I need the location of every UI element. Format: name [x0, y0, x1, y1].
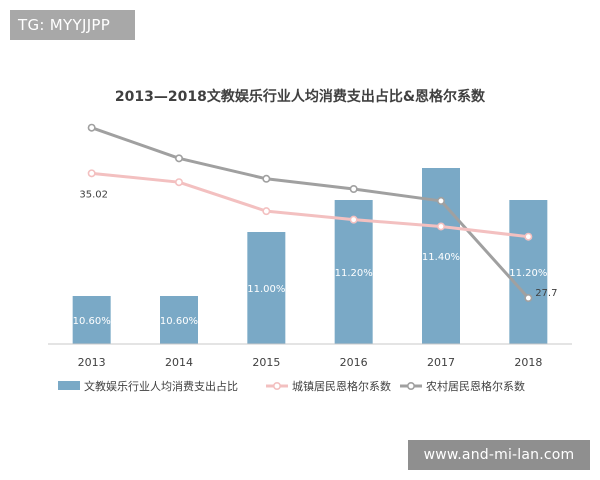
lines-layer: 27.7 35.02 [79, 123, 557, 303]
bar-label-2014: 10.60% [160, 316, 198, 327]
bar-2018 [509, 200, 548, 344]
bar-label-2013: 10.60% [73, 316, 111, 327]
line-point-2-2013 [87, 123, 96, 132]
bar-label-2018: 11.20% [509, 268, 547, 279]
line-point-1-2014 [175, 178, 184, 187]
line-point-1-2015 [262, 207, 271, 216]
line-point-2-2016 [349, 185, 358, 194]
bar-2016 [334, 200, 373, 344]
line-point-2-2018 [524, 294, 533, 303]
x-tick-2017: 2017 [427, 356, 455, 369]
line-point-1-2018 [524, 232, 533, 241]
line-point-1-2016 [349, 215, 358, 224]
bar-label-2015: 11.00% [247, 284, 285, 295]
bar-label-2017: 11.40% [422, 252, 460, 263]
x-tick-2013: 2013 [78, 356, 106, 369]
line-point-2-2015 [262, 174, 271, 183]
x-tick-labels: 2013 2014 2015 2016 2017 2018 [78, 356, 543, 369]
line-point-2-2017 [436, 196, 445, 205]
x-tick-2018: 2018 [514, 356, 542, 369]
legend-label-2: 农村居民恩格尔系数 [426, 379, 525, 393]
legend-label-1: 城镇居民恩格尔系数 [292, 379, 391, 393]
x-tick-2016: 2016 [340, 356, 368, 369]
line-label-2-2018: 27.7 [535, 288, 557, 299]
line-point-2-2014 [175, 154, 184, 163]
line-point-1-2013 [87, 169, 96, 178]
chart-title: 2013—2018文教娱乐行业人均消费支出占比&恩格尔系数 [115, 88, 486, 105]
watermark-top-left: TG: MYYJJPP [10, 10, 135, 40]
line-series-2 [91, 126, 530, 300]
line-label-1-2013: 35.02 [79, 189, 108, 200]
line-series-1 [91, 171, 529, 239]
legend-marker-1 [272, 381, 281, 390]
legend-label-0: 文教娱乐行业人均消费支出占比 [84, 379, 238, 393]
bar-2014 [160, 296, 198, 344]
legend-marker-2 [406, 381, 415, 390]
watermark-bottom-right: www.and-mi-lan.com [408, 440, 590, 470]
bar-2015 [247, 232, 286, 344]
bar-2013 [72, 296, 111, 344]
legend: 文教娱乐行业人均消费支出占比 城镇居民恩格尔系数 农村居民恩格尔系数 [58, 379, 525, 393]
legend-swatch-0 [58, 381, 80, 390]
bars-layer: 10.60% 10.60% 11.00% 11.20% 11.40% 11.20% [72, 168, 548, 344]
x-tick-2014: 2014 [165, 356, 193, 369]
x-tick-2015: 2015 [252, 356, 280, 369]
line-point-1-2017 [436, 222, 445, 231]
bar-label-2016: 11.20% [335, 268, 373, 279]
